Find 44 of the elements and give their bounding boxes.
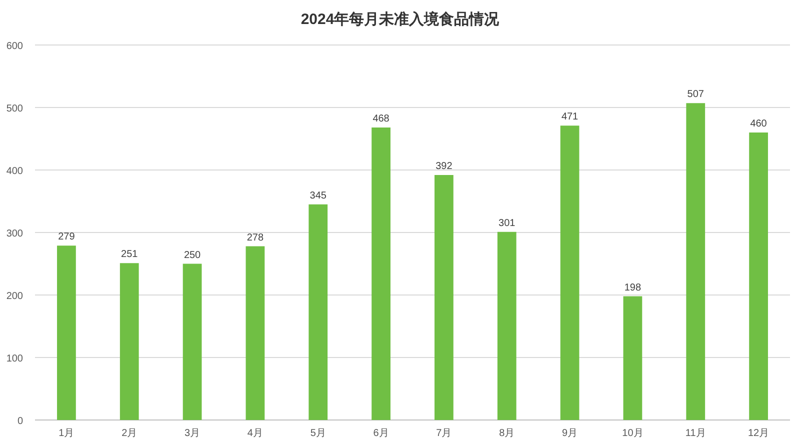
data-label: 198 [624,282,642,294]
x-tick-label: 4月 [247,428,263,439]
x-tick-label: 9月 [562,428,578,439]
y-tick-label: 200 [6,291,24,302]
data-label: 471 [561,112,579,123]
y-tick-label: 100 [6,354,24,364]
bar [120,263,139,420]
y-tick-label: 300 [6,228,24,240]
data-label: 507 [687,89,704,100]
data-label: 460 [750,118,768,130]
x-tick-label: 3月 [184,428,200,439]
data-label: 250 [184,250,202,261]
bar [749,132,768,420]
bar [308,204,328,420]
bar [623,296,642,420]
x-tick-label: 12月 [748,428,770,439]
data-label: 279 [58,232,76,243]
x-tick-label: 7月 [436,428,452,439]
y-tick-label: 500 [6,104,24,114]
data-label: 392 [436,161,453,172]
x-tick-label: 10月 [622,428,644,439]
bar [686,103,706,420]
x-tick-label: 6月 [373,428,389,439]
y-tick-label: 0 [17,416,24,427]
chart-title: 2024年每月未准入境食品情况 [300,10,500,28]
data-label: 301 [498,218,516,229]
bar [372,128,390,420]
x-tick-label: 5月 [310,428,326,439]
bar [560,126,580,420]
bar [434,175,454,420]
x-tick-label: 8月 [499,428,515,439]
data-label: 345 [310,190,327,202]
x-tick-label: 1月 [58,428,74,439]
x-tick-label: 11月 [685,428,706,439]
y-tick-label: 400 [6,166,24,177]
bar [497,232,516,420]
x-tick-label: 2月 [122,428,138,439]
bar [182,264,202,420]
data-label: 251 [121,249,138,260]
data-label: 468 [372,114,390,124]
bar [246,246,265,420]
data-label: 278 [246,232,264,244]
bar [57,246,76,420]
y-tick-label: 600 [6,41,24,52]
